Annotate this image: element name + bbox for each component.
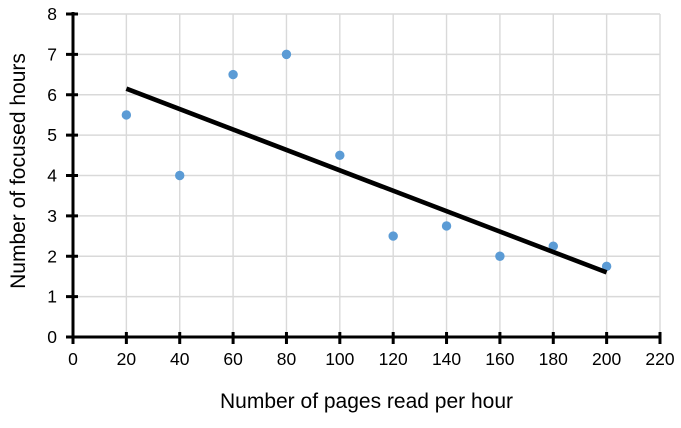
data-point xyxy=(601,261,612,272)
x-tick-label: 100 xyxy=(325,349,354,369)
x-tick-label: 20 xyxy=(117,349,137,369)
x-axis-title: Number of pages read per hour xyxy=(219,390,513,413)
data-point xyxy=(335,150,345,161)
y-tick-label: 7 xyxy=(47,44,57,64)
x-tick-label: 60 xyxy=(223,349,243,369)
x-tick-label: 40 xyxy=(170,349,190,369)
x-tick-label: 140 xyxy=(432,349,461,369)
y-tick-label: 3 xyxy=(47,206,57,226)
data-point xyxy=(281,49,292,60)
trendline xyxy=(125,86,608,275)
x-tick-label: 220 xyxy=(645,349,674,369)
y-tick-label: 8 xyxy=(47,4,57,24)
data-point xyxy=(388,231,398,241)
data-point xyxy=(441,221,452,231)
data-point xyxy=(495,251,505,261)
x-tick-label: 180 xyxy=(539,349,568,369)
y-tick-label: 1 xyxy=(47,287,57,307)
y-tick-label: 2 xyxy=(47,246,57,266)
x-tick-label: 80 xyxy=(277,349,297,369)
y-tick-label: 5 xyxy=(47,125,57,145)
data-point xyxy=(228,69,238,80)
y-tick-label: 6 xyxy=(47,85,57,105)
data-point xyxy=(121,110,132,120)
x-tick-label: 120 xyxy=(379,349,408,369)
x-tick-label: 200 xyxy=(592,349,621,369)
x-tick-label: 160 xyxy=(485,349,514,369)
data-point xyxy=(175,170,185,181)
x-tick-label: 0 xyxy=(68,349,78,369)
y-tick-label: 4 xyxy=(47,166,57,186)
y-tick-label: 0 xyxy=(47,327,57,347)
data-point xyxy=(548,241,558,251)
